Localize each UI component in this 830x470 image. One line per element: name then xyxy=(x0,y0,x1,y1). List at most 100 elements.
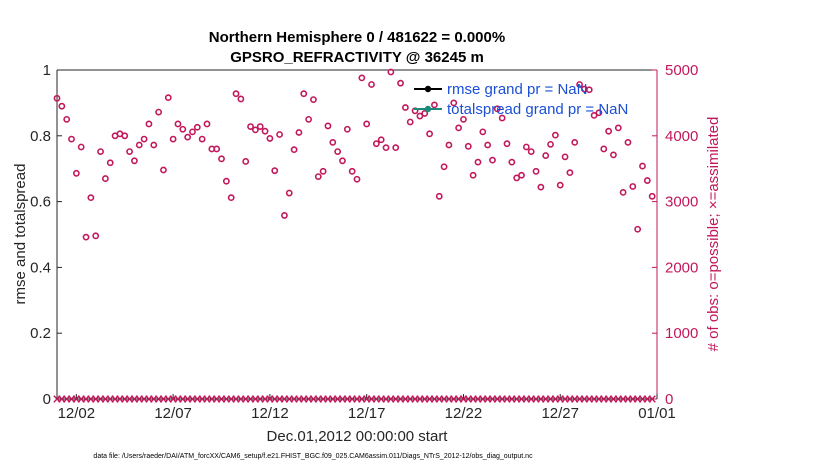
obs-possible-point xyxy=(566,169,574,177)
obs-possible-point xyxy=(561,153,569,161)
obs-possible-point xyxy=(527,148,535,155)
y-right-tick-label: 4000 xyxy=(665,128,698,145)
obs-possible-point xyxy=(189,128,196,136)
obs-possible-point xyxy=(348,167,356,175)
legend: rmse grand pr = NaN totalspread grand pr… xyxy=(414,81,628,118)
obs-possible-point xyxy=(440,163,448,171)
obs-possible-point xyxy=(522,143,530,151)
obs-possible-point xyxy=(460,115,467,123)
obs-possible-point xyxy=(140,135,148,143)
obs-possible-point xyxy=(87,194,95,202)
obs-possible-point xyxy=(179,125,187,133)
obs-possible-point xyxy=(464,142,472,150)
chart-subtitle: GPSRO_REFRACTIVITY @ 36245 m xyxy=(230,49,484,66)
legend-rmse-label: rmse grand pr = NaN xyxy=(447,81,587,98)
obs-possible-point xyxy=(489,156,496,164)
obs-possible-point xyxy=(276,131,283,138)
obs-possible-point xyxy=(92,232,100,240)
obs-possible-point xyxy=(261,127,269,135)
obs-possible-point xyxy=(639,162,646,170)
obs-possible-point xyxy=(571,138,579,146)
obs-possible-point xyxy=(368,81,375,88)
obs-possible-point xyxy=(343,125,351,133)
obs-possible-point xyxy=(174,120,182,128)
obs-possible-point xyxy=(97,148,104,155)
obs-possible-point xyxy=(551,131,559,139)
obs-possible-point xyxy=(353,175,361,183)
series-possible xyxy=(53,68,656,241)
obs-possible-point xyxy=(135,141,143,149)
obs-possible-point xyxy=(285,189,293,197)
obs-possible-point xyxy=(339,157,346,165)
y-left-ticks: 0 0.2 0.4 0.6 0.8 1 xyxy=(30,62,62,408)
obs-possible-point xyxy=(68,135,75,143)
obs-possible-point xyxy=(576,81,583,88)
obs-possible-point xyxy=(160,166,167,174)
obs-possible-point xyxy=(406,118,414,126)
y-left-label: rmse and totalspread xyxy=(12,164,29,305)
obs-possible-point xyxy=(426,130,433,138)
obs-possible-point xyxy=(184,133,192,141)
obs-possible-point xyxy=(314,173,322,180)
obs-possible-point xyxy=(610,151,617,159)
obs-possible-point xyxy=(498,114,506,122)
obs-possible-point xyxy=(474,158,482,166)
x-tick-label: 12/27 xyxy=(541,405,579,422)
obs-possible-point xyxy=(222,177,230,185)
obs-possible-point xyxy=(198,135,206,143)
obs-possible-point xyxy=(271,167,279,175)
obs-possible-point xyxy=(334,148,342,155)
obs-possible-point xyxy=(614,124,622,132)
obs-possible-point xyxy=(63,115,71,123)
obs-possible-point xyxy=(82,233,90,241)
obs-possible-point xyxy=(256,123,264,130)
x-ticks: 12/02 12/07 12/12 12/17 12/22 12/27 01/01 xyxy=(58,394,676,422)
obs-possible-point xyxy=(532,167,540,175)
obs-assimilated-point xyxy=(648,395,656,403)
obs-possible-point xyxy=(435,192,443,200)
obs-possible-point xyxy=(126,148,133,155)
obs-possible-point xyxy=(585,86,593,94)
obs-possible-point xyxy=(358,74,366,82)
obs-possible-point xyxy=(242,158,250,165)
obs-possible-point xyxy=(164,94,172,102)
obs-possible-point xyxy=(518,171,525,179)
y-right-tick-label: 3000 xyxy=(665,194,698,211)
obs-possible-point xyxy=(324,122,332,130)
obs-possible-point xyxy=(421,110,429,117)
obs-possible-point xyxy=(542,152,550,159)
y-left-tick-label: 0.8 xyxy=(30,128,51,145)
obs-possible-point xyxy=(387,68,395,76)
obs-possible-point xyxy=(450,99,458,107)
x-axis-label: Dec.01,2012 00:00:00 start xyxy=(267,428,449,445)
obs-possible-point xyxy=(290,146,298,154)
obs-possible-point xyxy=(619,188,627,196)
obs-possible-point xyxy=(203,120,211,128)
x-tick-label: 12/22 xyxy=(445,405,483,422)
obs-possible-point xyxy=(227,194,235,202)
obs-possible-point xyxy=(300,90,308,98)
x-tick-label: 12/17 xyxy=(348,405,386,422)
footer-data-file: data file: /Users/raeder/DAI/ATM_forcXX/… xyxy=(93,453,533,460)
obs-possible-point xyxy=(629,183,637,190)
obs-possible-point xyxy=(169,135,177,143)
series-assimilated xyxy=(53,395,656,403)
obs-possible-point xyxy=(382,144,390,152)
obs-possible-point xyxy=(295,129,303,136)
obs-possible-point xyxy=(377,136,385,144)
legend-spread-marker xyxy=(424,105,432,113)
obs-possible-point xyxy=(484,141,492,149)
obs-possible-point xyxy=(329,138,337,146)
obs-possible-point xyxy=(508,158,516,166)
obs-possible-point xyxy=(431,101,438,109)
obs-possible-point xyxy=(401,104,409,111)
y-right-tick-label: 2000 xyxy=(665,259,698,276)
obs-possible-point xyxy=(493,105,501,113)
obs-possible-point xyxy=(600,145,608,153)
plot-area xyxy=(57,70,657,399)
obs-possible-point xyxy=(397,79,404,87)
obs-possible-point xyxy=(305,115,313,123)
obs-possible-point xyxy=(145,120,153,128)
obs-possible-point xyxy=(53,94,61,102)
